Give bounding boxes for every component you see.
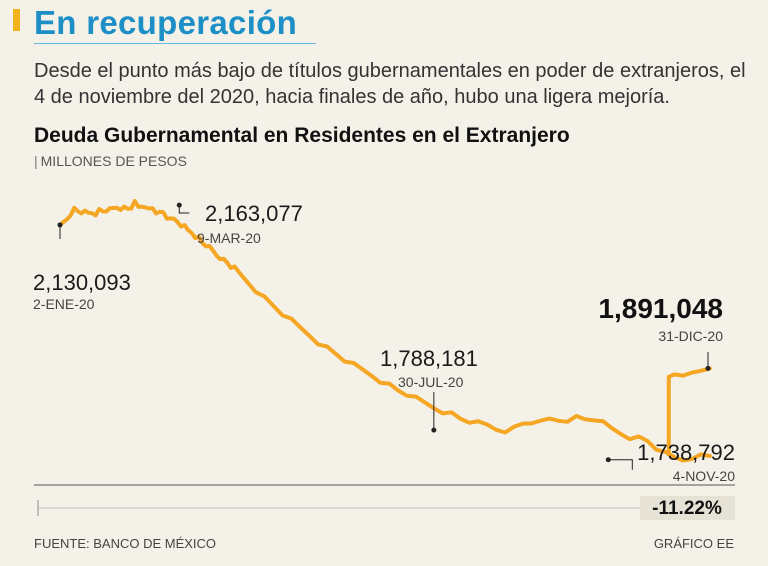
page-title: En recuperación: [34, 4, 298, 41]
source-note: FUENTE: BANCO DE MÉXICO: [34, 536, 217, 551]
leader-low: [608, 459, 633, 470]
units-label: MILLONES DE PESOS: [40, 153, 187, 169]
label-value-peak: 2,163,077: [205, 201, 303, 226]
label-date-peak: 9-MAR-20: [197, 230, 261, 246]
graphic-credit: GRÁFICO EE: [653, 536, 734, 551]
label-value-start: 2,130,093: [33, 270, 131, 295]
series-line-0: [58, 199, 712, 463]
title-rule: [34, 43, 316, 44]
series-line-1: [666, 366, 712, 379]
label-date-low: 4-NOV-20: [673, 468, 735, 484]
chart-units: | MILLONES DE PESOS: [34, 153, 187, 169]
change-badge: [640, 496, 735, 520]
chart-title: Deuda Gubernamental en Residentes en el …: [34, 124, 570, 147]
label-value-end: 1,891,048: [598, 293, 723, 324]
label-value-july: 1,788,181: [380, 346, 478, 371]
label-date-end: 31-DIC-20: [658, 328, 723, 344]
subtitle: Desde el punto más bajo de títulos guber…: [34, 60, 746, 108]
label-date-july: 30-JUL-20: [398, 374, 464, 390]
label-value-low: 1,738,792: [637, 440, 735, 465]
change-value: -11.22%: [652, 498, 722, 519]
title-accent-bar: [13, 9, 20, 31]
label-date-start: 2-ENE-20: [33, 296, 95, 312]
leader-peak: [178, 205, 190, 214]
